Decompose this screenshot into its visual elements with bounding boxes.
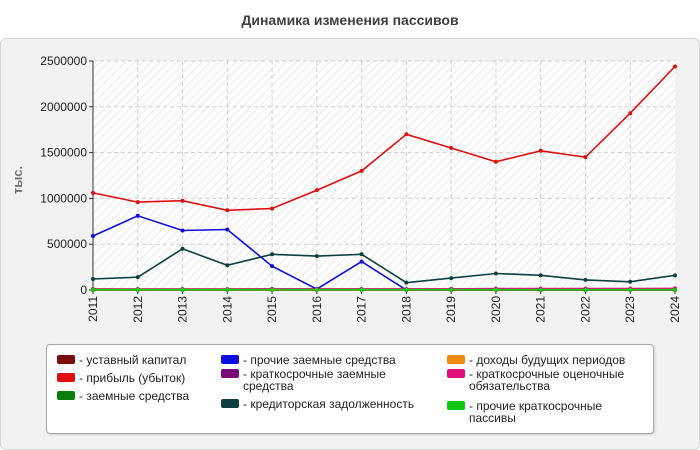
data-point	[270, 264, 275, 269]
data-point	[493, 287, 498, 292]
x-tick-label: 2011	[86, 296, 100, 322]
data-point	[225, 227, 230, 232]
legend-label: - доходы будущих периодов	[469, 353, 626, 367]
data-point	[583, 287, 588, 292]
data-point	[628, 111, 633, 116]
data-point	[673, 273, 677, 278]
data-point	[449, 146, 454, 151]
data-point	[135, 287, 140, 292]
y-tick-label: 1500000	[40, 146, 87, 160]
data-point	[359, 168, 364, 173]
y-axis-title: тыс.	[10, 166, 25, 194]
data-point	[180, 246, 185, 251]
data-point	[538, 273, 543, 278]
data-point	[180, 287, 185, 292]
legend-swatch	[447, 355, 465, 364]
data-point	[225, 208, 230, 213]
data-point	[314, 287, 319, 292]
data-point	[538, 148, 543, 153]
legend-swatch	[221, 399, 239, 408]
legend-label: - прочие краткосрочные пассивы	[469, 399, 603, 425]
data-point	[225, 287, 230, 292]
x-tick-label: 2018	[399, 296, 413, 323]
legend-label: - краткосрочные заемные средства	[243, 367, 386, 393]
data-point	[135, 200, 140, 205]
data-point	[91, 287, 95, 292]
series-line-6	[92, 247, 676, 284]
data-point	[359, 252, 364, 257]
y-tick-label: 1000000	[40, 191, 87, 205]
x-tick-label: 2012	[131, 296, 145, 323]
legend-swatch	[221, 355, 239, 364]
x-tick-label: 2017	[355, 296, 369, 323]
x-tick-label: 2023	[623, 296, 637, 323]
legend-label: - уставный капитал	[79, 353, 187, 367]
x-tick-label: 2020	[489, 296, 503, 323]
data-point	[404, 280, 409, 285]
series-lines	[91, 64, 677, 292]
data-point	[91, 190, 95, 195]
legend-label: - прочие заемные средства	[243, 353, 396, 367]
data-point	[135, 213, 140, 218]
data-point	[359, 287, 364, 292]
x-tick-label: 2015	[265, 296, 279, 323]
x-tick-label: 2022	[578, 296, 592, 323]
data-point	[314, 254, 319, 259]
data-point	[449, 276, 454, 281]
data-point	[270, 287, 275, 292]
data-point	[91, 277, 95, 282]
x-axis: 2011 2012 2013 2014 2015 2016 2017 2018 2019 2020…	[86, 289, 682, 323]
y-axis-title-wrap: тыс.	[10, 166, 25, 194]
grid-lines	[93, 60, 675, 290]
data-point	[628, 287, 633, 292]
y-tick-label: 2000000	[40, 100, 87, 114]
legend-swatch	[57, 373, 75, 382]
x-tick-label: 2016	[310, 296, 324, 323]
y-tick-label: 0	[80, 283, 87, 297]
x-tick-label: 2013	[176, 296, 190, 323]
data-point	[493, 271, 498, 276]
data-point	[404, 132, 409, 137]
data-point	[359, 259, 364, 264]
legend-label: - краткосрочные оценочные обязательства	[469, 367, 625, 393]
legend-swatch	[221, 369, 239, 378]
data-point	[270, 252, 275, 257]
legend-swatch	[57, 391, 75, 400]
data-point	[493, 159, 498, 164]
data-point	[673, 64, 677, 69]
x-tick-label: 2021	[534, 296, 548, 323]
data-point	[583, 277, 588, 282]
legend: - уставный капитал - прибыль (убыток) - за…	[46, 344, 654, 434]
chart-title: Динамика изменения пассивов	[241, 12, 459, 28]
y-tick-label: 2500000	[40, 54, 87, 68]
legend-label: - прибыль (убыток)	[79, 371, 186, 385]
data-point	[270, 206, 275, 211]
data-point	[449, 287, 454, 292]
data-point	[314, 188, 319, 193]
data-point	[538, 287, 543, 292]
legend-swatch	[57, 355, 75, 364]
plot-area	[93, 61, 675, 290]
data-point	[180, 198, 185, 203]
data-point	[180, 228, 185, 233]
y-axis: 0 500000 1000000 1500000 2000000 2500000	[40, 54, 94, 297]
data-point	[135, 275, 140, 280]
y-tick-label: 500000	[47, 237, 87, 251]
legend-label: - заемные средства	[79, 389, 190, 403]
data-point	[225, 263, 230, 268]
x-tick-label: 2019	[444, 296, 458, 323]
legend-swatch	[447, 369, 465, 378]
x-tick-label: 2024	[668, 296, 682, 323]
data-point	[628, 279, 633, 284]
x-tick-label: 2014	[220, 296, 234, 323]
data-point	[583, 155, 588, 160]
data-point	[404, 287, 409, 292]
legend-label: - кредиторская задолженность	[243, 397, 415, 411]
series-line-2	[92, 65, 676, 212]
data-point	[91, 233, 95, 238]
data-point	[673, 287, 677, 292]
legend-swatch	[447, 401, 465, 410]
